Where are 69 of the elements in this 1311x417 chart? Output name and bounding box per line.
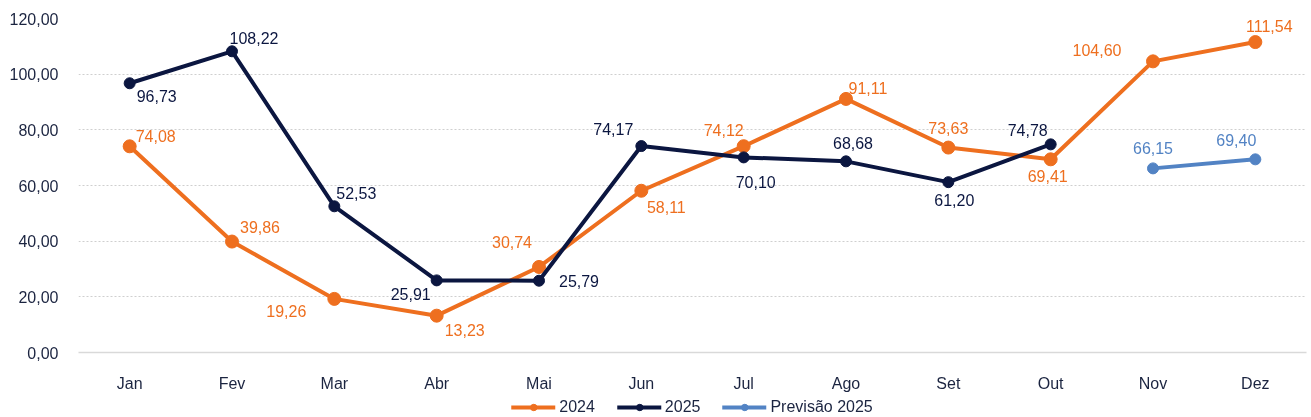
data-label: 70,10	[735, 174, 776, 192]
point	[430, 274, 443, 287]
legend-label: Previsão 2025	[770, 397, 873, 416]
point	[635, 140, 648, 153]
point	[737, 151, 750, 164]
legend-label: 2025	[664, 397, 701, 416]
point	[1248, 35, 1263, 50]
data-label: 74,08	[135, 128, 176, 146]
x-tick-label: Jun	[628, 374, 655, 392]
data-label: 30,74	[491, 233, 533, 251]
y-tick-label: 120,00	[9, 10, 59, 28]
point	[1146, 54, 1160, 69]
y-tick-label: 40,00	[18, 233, 59, 251]
data-label: 108,22	[229, 30, 279, 48]
legend-label: 2024	[559, 397, 595, 416]
data-label: 39,86	[239, 218, 281, 236]
point	[123, 77, 136, 90]
data-label: 69,40	[1216, 132, 1257, 150]
data-label: 91,11	[848, 79, 888, 97]
point	[429, 308, 444, 323]
x-tick-label: Nov	[1138, 374, 1168, 392]
data-label: 66,15	[1132, 140, 1174, 158]
y-tick-label: 80,00	[18, 121, 59, 139]
point	[942, 176, 955, 189]
point	[634, 183, 649, 198]
data-label: 104,60	[1072, 42, 1122, 60]
point	[941, 140, 956, 155]
y-tick-label: 60,00	[18, 177, 59, 195]
point	[533, 274, 545, 287]
data-label: 74,17	[593, 121, 634, 139]
data-label: 61,20	[934, 192, 975, 210]
data-label: 111,54	[1246, 18, 1293, 36]
point	[327, 291, 342, 306]
x-tick-label: Ago	[831, 374, 861, 392]
data-label: 19,26	[266, 302, 307, 320]
x-tick-label: Mai	[526, 374, 552, 392]
point	[122, 139, 137, 154]
x-tick-label: Dez	[1241, 374, 1270, 392]
point	[226, 45, 238, 58]
data-label: 69,41	[1027, 168, 1068, 186]
data-label: 13,23	[444, 321, 485, 339]
data-label: 96,73	[136, 88, 177, 106]
data-label: 74,12	[703, 122, 744, 140]
data-label: 25,79	[558, 272, 600, 290]
point	[1043, 152, 1058, 167]
point	[736, 139, 751, 154]
x-tick-label: Jul	[733, 374, 754, 392]
point	[225, 234, 239, 249]
data-label: 25,91	[390, 286, 431, 304]
point	[1147, 162, 1159, 175]
x-tick-label: Abr	[424, 374, 450, 392]
y-tick-label: 20,00	[18, 288, 59, 306]
x-tick-label: Mar	[320, 374, 349, 392]
x-tick-label: Fev	[218, 374, 246, 392]
data-label: 58,11	[646, 198, 686, 216]
data-label: 52,53	[336, 185, 377, 203]
point	[532, 259, 546, 274]
y-tick-label: 100,00	[9, 66, 59, 84]
x-tick-label: Jan	[116, 374, 143, 392]
x-tick-label: Out	[1037, 374, 1065, 392]
data-label: 73,63	[928, 119, 969, 137]
y-tick-label: 0,00	[27, 344, 59, 362]
point	[1044, 138, 1057, 151]
point	[840, 155, 852, 168]
point	[328, 200, 341, 213]
data-label: 74,78	[1007, 122, 1048, 140]
data-label: 68,68	[832, 135, 874, 153]
x-tick-label: Set	[936, 374, 961, 392]
point	[1249, 153, 1262, 166]
